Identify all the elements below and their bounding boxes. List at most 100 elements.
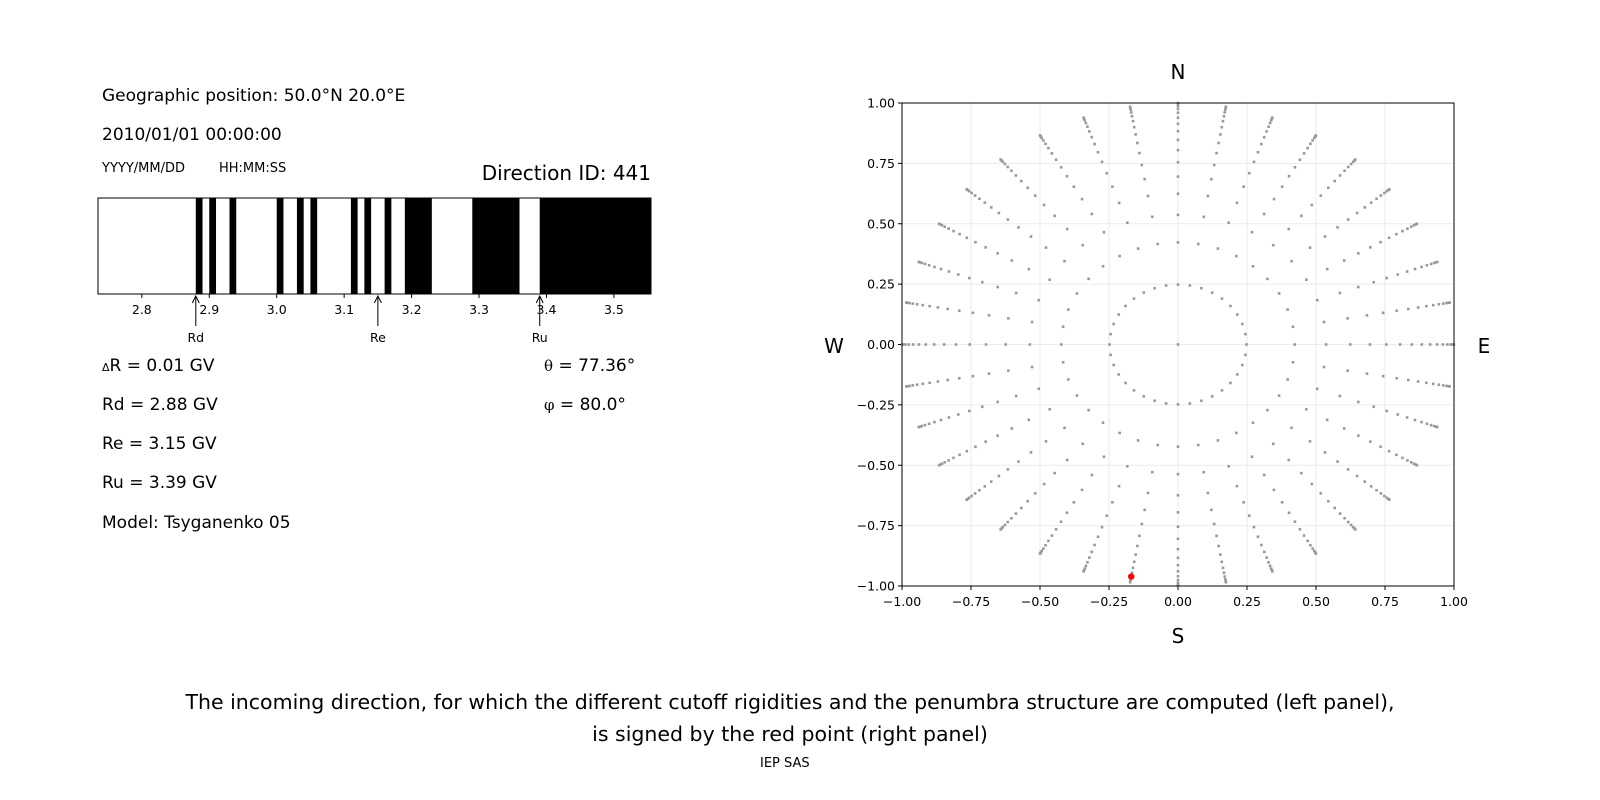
direction-point	[1006, 218, 1010, 221]
direction-point	[1086, 560, 1089, 564]
direction-point	[1042, 547, 1045, 550]
direction-point	[1431, 303, 1435, 307]
direction-point	[1431, 382, 1435, 386]
x-tick-label: 3.2	[402, 302, 422, 317]
direction-point	[1216, 439, 1220, 442]
direction-point	[1357, 434, 1360, 437]
direction-point	[965, 236, 969, 240]
direction-point	[956, 273, 960, 276]
direction-point	[1395, 453, 1398, 457]
direction-point	[1445, 384, 1448, 388]
direction-point	[1047, 539, 1050, 543]
direction-point	[1336, 226, 1339, 229]
direction-point	[1267, 560, 1270, 564]
direction-point	[1416, 306, 1420, 309]
direction-point	[1124, 304, 1127, 308]
direction-point	[1313, 136, 1316, 140]
direction-point	[1176, 111, 1180, 115]
direction-point	[1142, 395, 1146, 398]
direction-point	[1401, 229, 1404, 233]
direction-point	[1153, 399, 1156, 403]
direction-point	[1325, 267, 1329, 271]
direction-point	[1349, 162, 1353, 166]
direction-point	[1118, 254, 1121, 258]
direction-point	[1156, 443, 1160, 447]
theta-symbol: θ	[544, 357, 554, 375]
direction-scatter-chart: −1.00 −0.75 −0.50 −0.25 0.00 0.25 0.50 0.75 1.00…	[824, 60, 1490, 648]
direction-point	[1196, 242, 1200, 246]
x-tick-label: 3.3	[469, 302, 489, 317]
direction-point	[1298, 158, 1302, 162]
direction-point	[1428, 343, 1432, 346]
direction-point	[983, 201, 987, 204]
direction-point	[1290, 259, 1293, 263]
direction-point	[974, 445, 977, 449]
theta-text: = 77.36°	[558, 356, 636, 376]
direction-point	[1065, 511, 1069, 515]
direction-point	[1124, 381, 1127, 385]
direction-point	[1244, 353, 1247, 357]
direction-point	[1003, 162, 1007, 166]
direction-point	[924, 343, 928, 346]
direction-point	[1176, 511, 1180, 514]
direction-point	[1308, 246, 1312, 249]
direction-point	[1220, 560, 1224, 564]
direction-point	[920, 261, 924, 265]
direction-point	[1420, 265, 1423, 269]
direction-point	[1266, 277, 1269, 281]
direction-point	[1027, 418, 1031, 422]
direction-point	[1388, 188, 1391, 191]
direction-point	[1265, 556, 1268, 559]
direction-point	[1379, 194, 1383, 197]
x-tick-label: 2.8	[132, 302, 152, 317]
direction-point	[1309, 142, 1312, 146]
direction-point	[1369, 246, 1372, 249]
direction-point	[1126, 221, 1129, 224]
direction-point	[1217, 544, 1220, 548]
direction-point	[1300, 214, 1303, 218]
direction-point	[1435, 425, 1439, 429]
direction-point	[1310, 482, 1314, 486]
direction-point	[1387, 236, 1391, 240]
direction-point	[1156, 242, 1160, 246]
delta-r-value: ΔR = 0.01 GV	[102, 356, 214, 376]
direction-point	[1385, 276, 1388, 280]
direction-point	[1001, 160, 1005, 164]
direction-point	[1006, 165, 1010, 169]
direction-point	[958, 232, 961, 236]
direction-point	[908, 384, 911, 388]
direction-point	[1220, 297, 1224, 300]
bar-frame	[97, 197, 652, 295]
direction-point	[1101, 264, 1105, 268]
direction-point	[1336, 460, 1339, 463]
delta-r-text: R = 0.01 GV	[109, 356, 215, 376]
direction-point	[999, 158, 1002, 161]
direction-point	[989, 206, 993, 209]
direction-point	[1200, 286, 1203, 290]
direction-point	[1176, 525, 1180, 529]
direction-point	[1396, 273, 1400, 276]
direction-point	[1305, 408, 1308, 411]
direction-point	[908, 301, 911, 305]
direction-point	[1251, 421, 1255, 425]
direction-point	[1342, 427, 1346, 430]
direction-point	[1063, 426, 1066, 430]
direction-point	[987, 372, 991, 375]
direction-point	[1176, 574, 1180, 578]
direction-point	[1090, 135, 1094, 139]
selected-direction-point	[1128, 573, 1135, 580]
direction-point	[1100, 160, 1104, 164]
direction-point	[1445, 301, 1448, 305]
allowed-band	[296, 198, 304, 294]
direction-point	[1176, 547, 1180, 551]
direction-point	[1082, 116, 1085, 119]
direction-point	[997, 474, 1001, 478]
direction-point	[1212, 163, 1216, 167]
direction-point	[952, 229, 955, 233]
direction-point	[1327, 499, 1330, 503]
x-tick-label: 1.00	[1440, 594, 1468, 609]
direction-point	[996, 400, 999, 404]
direction-point	[1176, 138, 1180, 142]
direction-point	[1395, 309, 1399, 313]
direction-point	[1235, 431, 1238, 435]
